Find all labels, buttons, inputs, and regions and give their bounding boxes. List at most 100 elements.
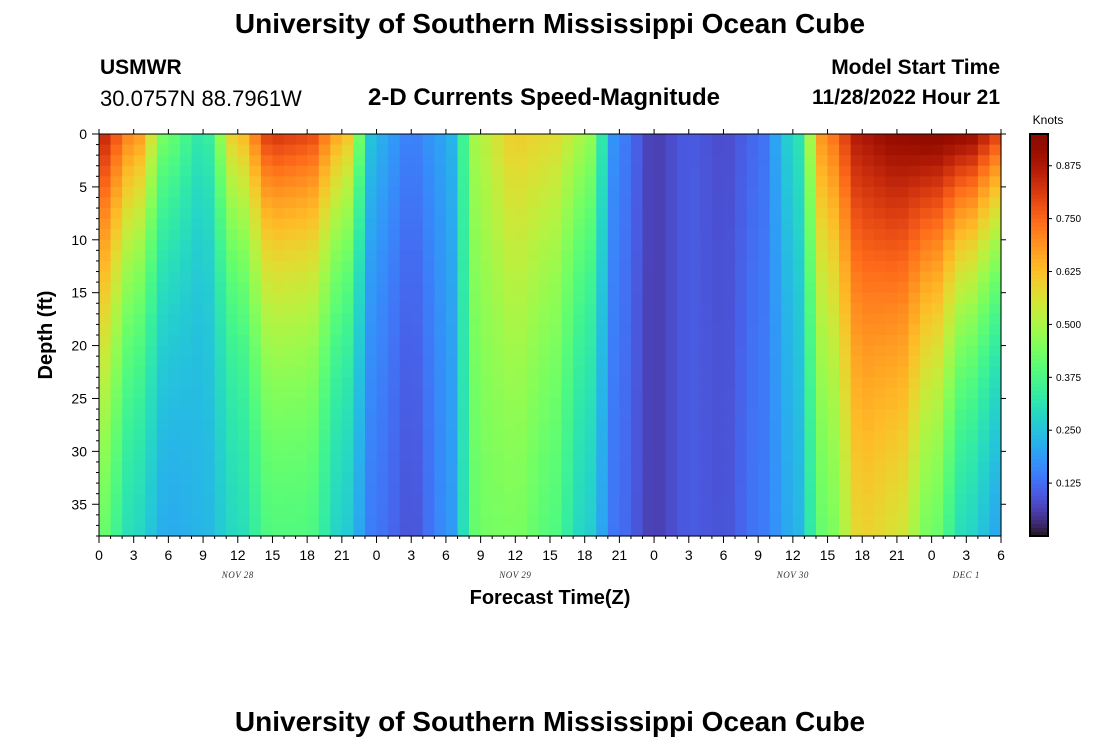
heatmap-cell [364, 313, 378, 326]
heatmap-cell [330, 451, 343, 463]
heatmap-cell [769, 483, 782, 495]
heatmap-cell [515, 134, 528, 146]
heatmap-cell [133, 504, 146, 516]
heatmap-cell [758, 483, 771, 495]
heatmap-cell [411, 440, 424, 452]
heatmap-cell [723, 303, 736, 315]
heatmap-cell [538, 324, 551, 336]
heatmap-cell [850, 483, 863, 495]
heatmap-cell [908, 504, 921, 516]
heatmap-cell [353, 250, 366, 262]
heatmap-cell [839, 229, 852, 241]
heatmap-cell [700, 440, 713, 452]
heatmap-cell [769, 419, 782, 431]
heatmap-cell [353, 430, 366, 442]
heatmap-cell [145, 461, 158, 474]
heatmap-cell [908, 451, 921, 463]
heatmap-cell [457, 250, 470, 262]
heatmap-cell [503, 155, 516, 167]
heatmap-cell [792, 292, 806, 304]
heatmap-cell [492, 409, 505, 421]
heatmap-cell [642, 525, 655, 537]
heatmap-cell [896, 440, 910, 452]
heatmap-cell [330, 483, 343, 495]
heatmap-cell [700, 165, 713, 177]
heatmap-cell [781, 504, 794, 516]
heatmap-cell [341, 440, 355, 452]
heatmap-cell [642, 461, 655, 474]
heatmap-cell [538, 335, 551, 347]
heatmap-cell [330, 218, 343, 230]
heatmap-cell [619, 387, 632, 400]
heatmap-cell [272, 377, 285, 389]
heatmap-cell [515, 313, 528, 326]
heatmap-cell [862, 419, 875, 431]
heatmap-cell [526, 250, 540, 262]
heatmap-cell [711, 324, 725, 336]
heatmap-cell [850, 144, 863, 156]
heatmap-cell [388, 271, 401, 283]
heatmap-cell [122, 514, 135, 527]
heatmap-cell [434, 250, 447, 262]
heatmap-cell [330, 356, 343, 368]
heatmap-cell [781, 218, 794, 230]
heatmap-cell [977, 313, 991, 326]
heatmap-cell [480, 504, 493, 516]
heatmap-cell [469, 165, 482, 177]
heatmap-cell [735, 197, 748, 209]
heatmap-cell [850, 324, 863, 336]
heatmap-cell [804, 324, 817, 336]
heatmap-cell [330, 514, 343, 527]
heatmap-cell [515, 197, 528, 209]
heatmap-cell [665, 451, 678, 463]
heatmap-cell [145, 282, 158, 294]
heatmap-cell [388, 250, 401, 262]
heatmap-cell [850, 430, 863, 442]
heatmap-cell [596, 335, 609, 347]
heatmap-cell [573, 239, 586, 251]
heatmap-cell [492, 260, 505, 273]
heatmap-cell [388, 451, 401, 463]
heatmap-cell [526, 324, 540, 336]
heatmap-cell [561, 387, 574, 400]
heatmap-cell [399, 345, 412, 357]
heatmap-cell [896, 345, 910, 357]
heatmap-cell [237, 282, 250, 294]
heatmap-cell [665, 345, 678, 357]
heatmap-cell [457, 260, 470, 273]
heatmap-cell [411, 472, 424, 484]
heatmap-cell [573, 440, 586, 452]
heatmap-cell [642, 472, 655, 484]
heatmap-cell [954, 260, 967, 273]
colorbar-segment [1030, 511, 1048, 517]
heatmap-cell [873, 525, 886, 537]
colorbar-tick-label: 0.875 [1056, 161, 1081, 172]
x-tick-label: 18 [854, 547, 870, 563]
y-tick-label: 30 [71, 443, 87, 459]
heatmap-cell [179, 155, 193, 167]
heatmap-cell [538, 229, 551, 241]
heatmap-cell [226, 335, 239, 347]
heatmap-cell [203, 387, 216, 400]
heatmap-cell [850, 387, 863, 400]
heatmap-cell [654, 398, 667, 410]
heatmap-cell [318, 377, 331, 389]
heatmap-cell [815, 176, 829, 188]
heatmap-cell [862, 282, 875, 294]
heatmap-cell [735, 430, 748, 442]
heatmap-cell [353, 409, 366, 421]
heatmap-cell [619, 440, 632, 452]
heatmap-cell [122, 218, 135, 230]
heatmap-cell [179, 208, 193, 220]
heatmap-cell [619, 197, 632, 209]
heatmap-cell [607, 409, 620, 421]
heatmap-cell [977, 134, 991, 146]
heatmap-cell [943, 504, 956, 516]
heatmap-cell [630, 313, 644, 326]
heatmap-cell [457, 461, 470, 474]
heatmap-cell [700, 239, 713, 251]
heatmap-cell [99, 292, 112, 304]
heatmap-cell [214, 239, 227, 251]
heatmap-cell [781, 345, 794, 357]
colorbar-segment [1030, 318, 1048, 324]
